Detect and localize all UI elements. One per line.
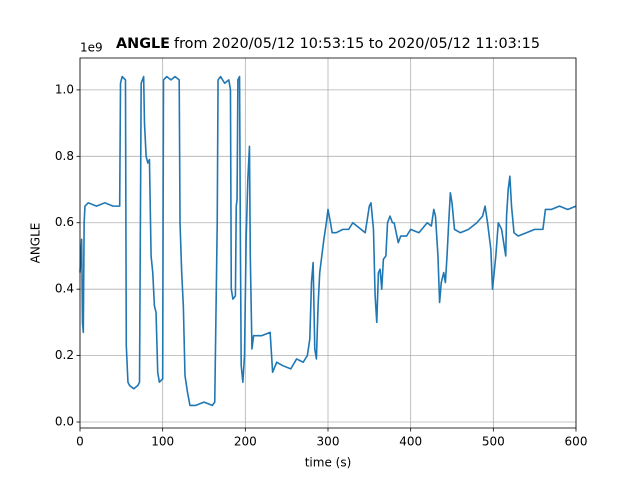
x-tick-label: 600: [565, 435, 588, 449]
y-tick-label: 0.2: [55, 348, 74, 362]
data-line: [79, 75, 577, 407]
y-tick-label: 1.0: [55, 82, 74, 96]
chart-title: ANGLE from 2020/05/12 10:53:15 to 2020/05…: [116, 36, 540, 52]
title-bold: ANGLE: [116, 36, 170, 52]
y-tick-label: 0.4: [55, 282, 74, 296]
title-rest: from 2020/05/12 10:53:15 to 2020/05/12 1…: [174, 36, 540, 52]
x-tick-label: 100: [151, 435, 174, 449]
x-tick-label: 0: [76, 435, 84, 449]
offset-text: 1e9: [80, 41, 103, 55]
x-tick-label: 200: [234, 435, 257, 449]
y-tick-label: 0.0: [55, 415, 74, 429]
plot-frame: [79, 57, 577, 429]
y-axis-label: ANGLE: [29, 223, 43, 264]
x-axis-label: time (s): [305, 456, 352, 470]
x-tick-label: 500: [482, 435, 505, 449]
x-tick-label: 300: [317, 435, 340, 449]
y-tick-label: 0.8: [55, 149, 74, 163]
y-tick-label: 0.6: [55, 215, 74, 229]
x-tick-label: 400: [399, 435, 422, 449]
